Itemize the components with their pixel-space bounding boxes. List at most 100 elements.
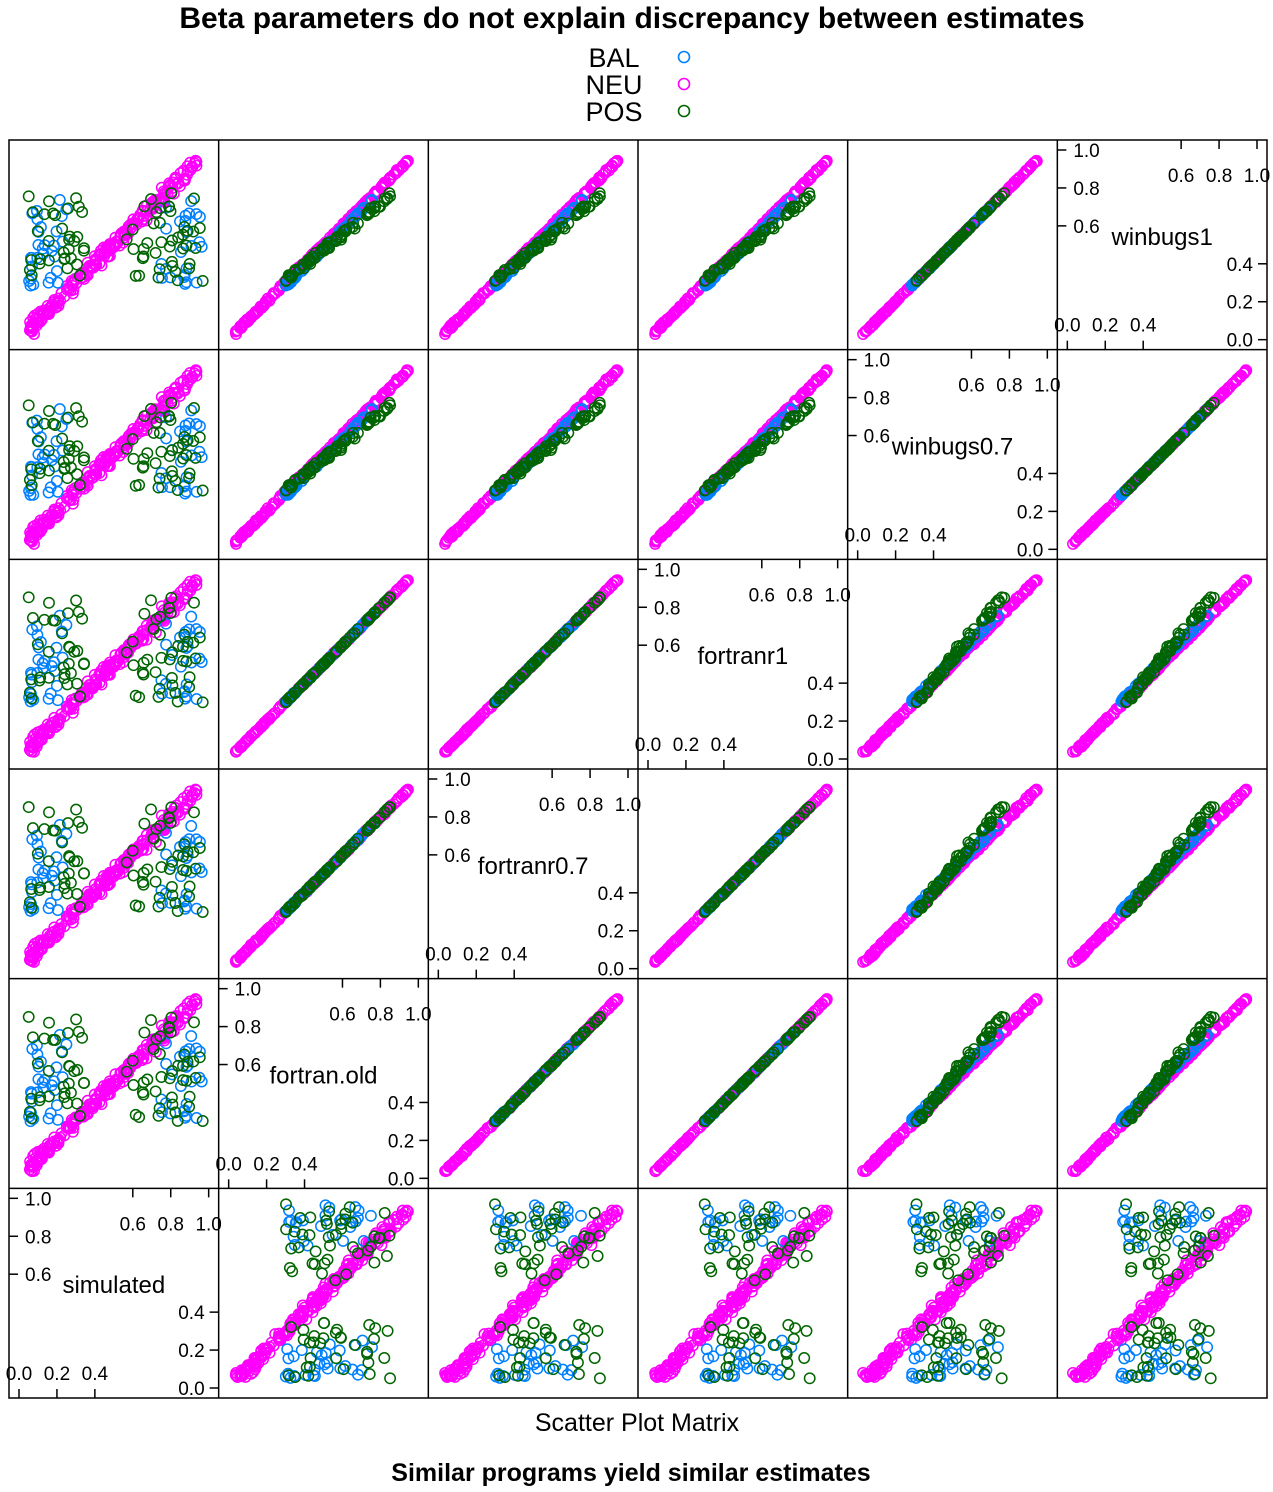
- point-pos: [72, 200, 85, 213]
- point-pos: [61, 678, 74, 691]
- legend-marker-pos: [677, 104, 691, 118]
- tick-label: 0.0: [1227, 331, 1253, 352]
- point-pos: [42, 234, 55, 247]
- point-pos: [154, 202, 167, 215]
- point-neu: [387, 168, 400, 181]
- point-neu: [181, 164, 194, 177]
- point-pos: [152, 271, 165, 284]
- tick-label: 0.4: [1227, 255, 1254, 276]
- point-neu: [587, 177, 600, 190]
- point-pos: [306, 250, 319, 263]
- point-neu: [273, 283, 286, 296]
- point-bal: [160, 222, 173, 235]
- point-pos: [347, 216, 359, 229]
- tick-label: 0.6: [654, 636, 680, 657]
- point-pos: [138, 200, 151, 213]
- legend-label-neu: NEU: [585, 70, 642, 100]
- tick-label: 0.6: [864, 427, 890, 448]
- tick-label: 0.8: [787, 585, 813, 606]
- point-pos: [323, 242, 336, 254]
- tick-label: 0.2: [882, 525, 908, 546]
- point-neu: [89, 253, 102, 266]
- point-pos: [150, 206, 163, 219]
- point-pos: [149, 246, 162, 259]
- panel-winbugs0.7-vs-fortran.old: [229, 364, 414, 550]
- point-bal: [56, 651, 69, 664]
- point-pos: [56, 222, 69, 235]
- point-neu: [391, 164, 404, 177]
- tick-label: 0.2: [1227, 293, 1253, 314]
- point-neu: [81, 269, 94, 282]
- tick-label: 0.4: [1017, 464, 1044, 485]
- tick-label: 0.6: [1168, 166, 1194, 187]
- point-neu: [241, 313, 253, 326]
- point-neu: [451, 313, 464, 326]
- point-pos: [300, 257, 313, 270]
- point-neu: [385, 171, 397, 184]
- tick-label: 0.2: [1092, 316, 1118, 337]
- point-bal: [190, 693, 203, 706]
- panel-winbugs0.7-vs-fortranr1: [649, 364, 833, 550]
- diagonal-label: fortranr1: [697, 643, 788, 670]
- point-neu: [102, 250, 115, 263]
- point-pos: [163, 450, 176, 463]
- point-pos: [178, 221, 191, 233]
- point-pos: [169, 265, 182, 278]
- point-pos: [196, 484, 209, 497]
- tick-label: 0.2: [673, 735, 699, 756]
- point-pos: [77, 244, 90, 257]
- point-pos: [556, 216, 569, 229]
- point-pos: [137, 250, 150, 263]
- point-pos: [177, 242, 190, 255]
- point-pos: [153, 263, 166, 276]
- point-neu: [31, 313, 44, 326]
- point-neu: [36, 307, 48, 320]
- panel-fortranr1-vs-simulated: [22, 574, 209, 758]
- point-pos: [71, 468, 83, 481]
- point-pos: [289, 264, 302, 276]
- point-bal: [193, 420, 206, 433]
- point-pos: [309, 246, 322, 259]
- point-pos: [34, 253, 47, 266]
- point-pos: [147, 217, 160, 230]
- tick-label: 0.4: [920, 525, 947, 546]
- point-bal: [195, 656, 208, 668]
- point-neu: [464, 300, 477, 313]
- point-bal: [53, 193, 66, 206]
- point-pos: [362, 208, 375, 221]
- point-pos: [47, 207, 60, 220]
- point-bal: [53, 403, 66, 416]
- point-bal: [185, 610, 198, 623]
- point-bal: [50, 225, 63, 238]
- point-pos: [188, 192, 200, 205]
- legend: BAL NEU POS: [585, 43, 691, 127]
- point-bal: [50, 265, 63, 278]
- point-bal: [185, 404, 198, 417]
- point-pos: [22, 399, 35, 412]
- point-neu: [269, 287, 282, 300]
- point-pos: [193, 222, 206, 234]
- point-bal: [349, 209, 362, 222]
- panel-winbugs0.7-vs-fortranr0.7: [439, 364, 624, 550]
- point-neu: [97, 241, 110, 254]
- point-bal: [195, 240, 208, 253]
- tick-label: 0.0: [844, 525, 870, 546]
- point-pos: [120, 233, 133, 246]
- point-pos: [138, 607, 151, 620]
- point-pos: [166, 234, 179, 247]
- chart-title: Beta parameters do not explain discrepan…: [179, 2, 1084, 35]
- point-pos: [149, 666, 162, 679]
- point-bal: [366, 193, 378, 206]
- point-bal: [190, 276, 203, 289]
- point-pos: [369, 200, 382, 213]
- tick-label: 0.8: [1206, 166, 1232, 187]
- point-pos: [189, 242, 202, 254]
- point-pos: [71, 677, 83, 690]
- point-pos: [514, 257, 527, 270]
- panel-winbugs0.7-vs-winbugs1: [1067, 364, 1253, 550]
- panel-winbugs0.7-vs-winbugs0.7: winbugs0.70.0 0.2 0.40.6 0.8 1.00.00.20.40.6…: [844, 349, 1061, 561]
- point-pos: [127, 243, 140, 256]
- point-pos: [304, 257, 317, 270]
- point-pos: [562, 217, 575, 230]
